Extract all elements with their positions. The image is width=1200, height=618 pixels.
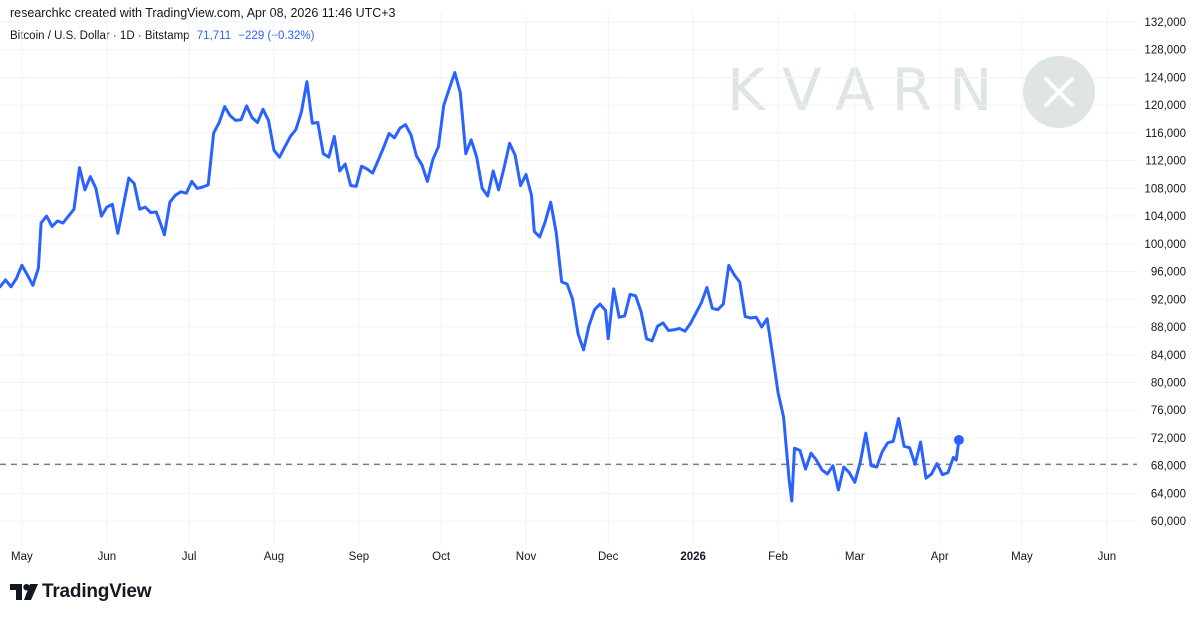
tradingview-logo-icon	[10, 584, 38, 600]
last-price-dot[interactable]	[953, 434, 964, 445]
x-tick-label: Jun	[1098, 551, 1117, 563]
tradingview-brand[interactable]: TradingView	[10, 581, 152, 603]
y-tick-label: 100,000	[1144, 239, 1186, 251]
y-tick-label: 112,000	[1145, 156, 1186, 168]
x-tick-label: Jul	[182, 551, 197, 563]
x-tick-label: Nov	[516, 551, 537, 563]
y-tick-label: 124,000	[1144, 72, 1186, 84]
price-series-line[interactable]	[0, 71, 961, 503]
chart-grid	[0, 12, 1137, 545]
x-tick-label: Mar	[845, 551, 865, 563]
price-change: −229 (−0.32%)	[238, 30, 315, 42]
x-tick-label: Aug	[264, 551, 284, 563]
y-tick-label: 96,000	[1151, 267, 1186, 279]
y-tick-label: 60,000	[1151, 516, 1186, 528]
x-tick-label: Oct	[432, 551, 451, 563]
y-tick-label: 64,000	[1151, 488, 1186, 500]
y-tick-label: 128,000	[1144, 45, 1186, 57]
y-tick-label: 72,000	[1151, 433, 1186, 445]
y-tick-label: 84,000	[1151, 350, 1186, 362]
y-tick-label: 104,000	[1144, 211, 1186, 223]
y-tick-label: 80,000	[1151, 377, 1186, 389]
x-tick-label: May	[11, 551, 33, 563]
y-tick-label: 116,000	[1145, 128, 1186, 140]
symbol-name[interactable]: Bitcoin / U.S. Dollar · 1D · Bitstamp	[10, 30, 190, 42]
x-tick-label: Feb	[768, 551, 788, 563]
last-price: 71,711	[196, 30, 232, 42]
y-tick-label: 76,000	[1151, 405, 1186, 417]
tradingview-wordmark: TradingView	[42, 581, 152, 602]
x-tick-label: Apr	[931, 551, 949, 563]
symbol-legend[interactable]: Bitcoin / U.S. Dollar · 1D · Bitstamp 71…	[10, 30, 314, 42]
y-tick-label: 108,000	[1144, 183, 1186, 195]
y-tick-label: 120,000	[1144, 100, 1186, 112]
close-circle-icon	[1023, 56, 1095, 128]
x-tick-label: Jun	[98, 551, 117, 563]
time-axis[interactable]: May Jun Jul Aug Sep Oct Nov Dec 2026 Feb Mar Apr May…	[11, 551, 1116, 563]
y-tick-label: 88,000	[1151, 322, 1186, 334]
x-tick-label: Dec	[598, 551, 619, 563]
x-tick-label: Sep	[349, 551, 369, 563]
x-tick-label: 2026	[680, 551, 706, 563]
watermark-text: KVARN	[727, 56, 1010, 124]
y-tick-label: 68,000	[1151, 461, 1186, 473]
y-tick-label: 132,000	[1144, 17, 1186, 29]
x-tick-label: May	[1011, 551, 1033, 563]
price-axis[interactable]: 132,000 128,000 124,000 120,000 116,000 112,0…	[1144, 17, 1186, 528]
y-tick-label: 92,000	[1151, 294, 1186, 306]
